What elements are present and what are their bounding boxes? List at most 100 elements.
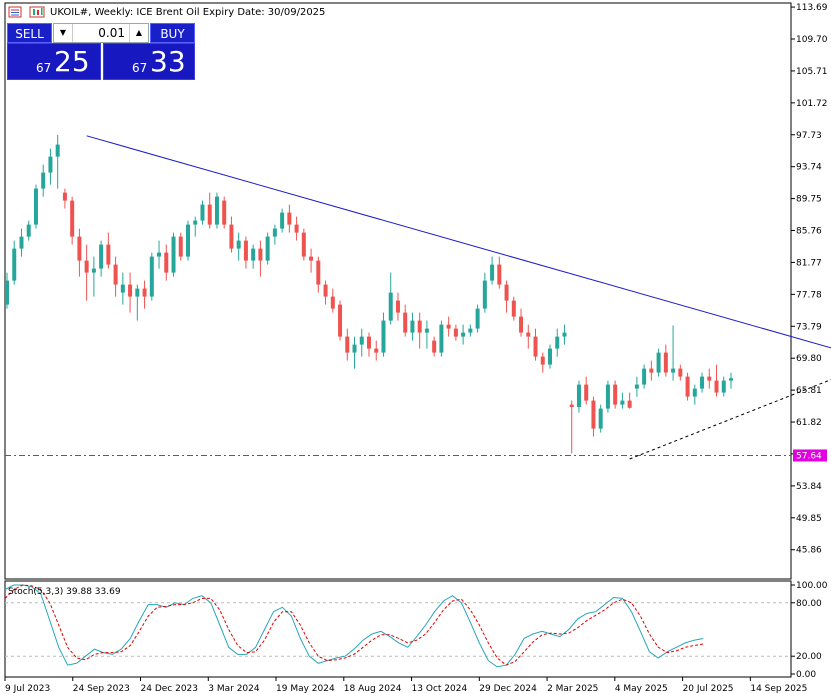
- candle-body: [19, 236, 24, 249]
- lot-increase-icon[interactable]: ▲: [129, 24, 148, 42]
- price-tick-label: 97.73: [796, 131, 822, 141]
- candle-body: [33, 188, 38, 225]
- date-tick-label: 13 Oct 2024: [412, 684, 468, 693]
- price-tick-label: 109.70: [796, 35, 828, 45]
- candle-body: [439, 324, 444, 353]
- candle-body: [511, 300, 516, 317]
- stoch-title: Stoch(5,3,3) 39.88 33.69: [8, 587, 121, 597]
- candle-body: [214, 196, 219, 225]
- bars-icon[interactable]: [29, 6, 45, 18]
- trendlines[interactable]: [86, 135, 831, 460]
- candle-body: [251, 248, 256, 261]
- candle-body: [468, 328, 473, 333]
- candle-body: [453, 328, 458, 337]
- candle-body: [48, 156, 53, 173]
- price-tick-label: 61.82: [796, 418, 822, 428]
- candle-body: [403, 312, 408, 333]
- candle-body: [569, 404, 574, 407]
- lot-size-input[interactable]: 0.01: [98, 26, 125, 40]
- candle-body: [417, 320, 422, 333]
- candle-body: [707, 376, 712, 381]
- candle-body: [620, 400, 625, 405]
- candle-body: [309, 256, 314, 261]
- date-tick-label: 18 Aug 2024: [344, 684, 402, 693]
- price-tick-label: 65.81: [796, 386, 822, 396]
- candle-body: [171, 236, 176, 273]
- candle-body: [41, 172, 46, 189]
- date-tick-label: 9 Jul 2023: [5, 684, 50, 693]
- candle-body: [164, 252, 169, 273]
- candle-body: [519, 316, 524, 333]
- sell-price-prefix: 67: [36, 61, 52, 75]
- candle-body: [410, 320, 415, 333]
- buy-button[interactable]: BUY: [150, 23, 195, 43]
- candle-body: [605, 384, 610, 409]
- buy-price-prefix: 67: [132, 61, 148, 75]
- candle-body: [446, 324, 451, 329]
- candle-body: [598, 408, 603, 429]
- date-tick-label: 19 May 2024: [276, 684, 335, 693]
- candle-body: [584, 384, 589, 401]
- candle-body: [576, 384, 581, 407]
- candle-body: [178, 236, 183, 257]
- candle-body: [548, 348, 552, 365]
- candle-body: [84, 260, 89, 273]
- candle-body: [280, 212, 285, 229]
- candle-body: [374, 348, 379, 353]
- stoch-tick-label: 100.00: [796, 581, 828, 591]
- date-tick-label: 4 May 2025: [615, 684, 668, 693]
- chart-menu-icon[interactable]: [8, 6, 22, 18]
- price-tick-label: 73.79: [796, 322, 822, 332]
- candle-body: [649, 368, 654, 373]
- buy-price[interactable]: 67 33: [103, 43, 195, 80]
- sell-button[interactable]: SELL: [7, 23, 52, 43]
- candle-body: [157, 252, 162, 257]
- candle-body: [345, 336, 350, 353]
- stoch-signal-line: [4, 584, 704, 666]
- candle-body: [186, 224, 190, 257]
- candle-body: [424, 328, 429, 333]
- candle-body: [475, 308, 480, 329]
- candle-body: [627, 400, 632, 408]
- candle-body: [395, 300, 400, 313]
- price-tick-label: 53.84: [796, 482, 822, 492]
- lot-size-stepper[interactable]: ▼ 0.01 ▲: [53, 23, 149, 43]
- price-tick-label: 49.85: [796, 514, 822, 524]
- candle-body: [106, 244, 111, 265]
- candle-body: [352, 344, 357, 353]
- support-trendline[interactable]: [629, 373, 831, 460]
- candle-body: [714, 380, 719, 393]
- candle-body: [729, 378, 733, 381]
- price-tick-label: 89.75: [796, 195, 822, 205]
- price-tick-label: 113.69: [796, 3, 828, 13]
- candle-body: [5, 280, 9, 305]
- candle-body: [555, 336, 560, 349]
- candle-body: [229, 224, 234, 249]
- candle-body: [388, 292, 393, 321]
- candle-body: [265, 236, 270, 261]
- candle-body: [26, 224, 31, 237]
- support-level-line[interactable]: 57.64: [5, 449, 827, 462]
- resistance-trendline[interactable]: [86, 135, 831, 361]
- candle-body: [482, 280, 487, 309]
- candle-body: [678, 368, 683, 377]
- candle-body: [287, 212, 292, 225]
- sell-price[interactable]: 67 25: [7, 43, 101, 80]
- candle-body: [70, 200, 75, 237]
- candle-body: [700, 376, 705, 389]
- candle-body: [91, 268, 96, 273]
- candle-body: [222, 200, 227, 225]
- price-axis: 113.69 109.70 105.71 101.72 97.73 93.74 89.75 8…: [791, 3, 828, 556]
- candle-body: [591, 400, 596, 429]
- stoch-tick-label: 20.00: [796, 652, 822, 662]
- buy-price-pips: 33: [150, 45, 186, 78]
- candlestick-series: [5, 135, 733, 454]
- candle-body: [504, 284, 509, 301]
- lot-decrease-icon[interactable]: ▼: [54, 24, 73, 42]
- stoch-axis: 100.00 80.00 20.00 0.00: [791, 581, 828, 680]
- stoch-tick-label: 0.00: [796, 670, 816, 680]
- candle-body: [272, 228, 277, 237]
- candle-body: [663, 352, 668, 373]
- candle-body: [613, 384, 618, 405]
